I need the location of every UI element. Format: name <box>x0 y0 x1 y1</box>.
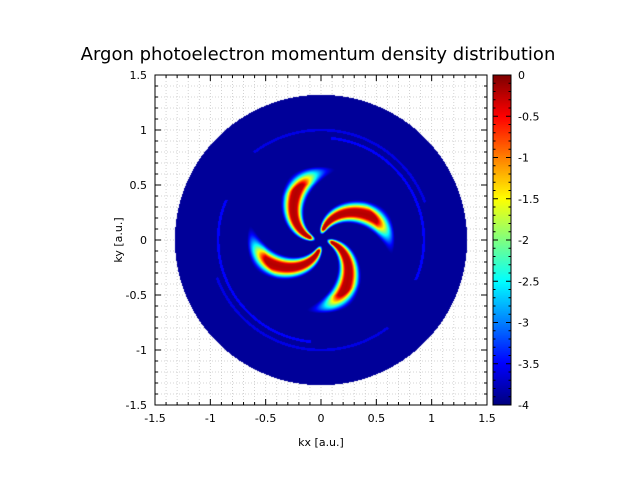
x-axis-label: kx [a.u.] <box>298 436 344 449</box>
y-tick-label: 0 <box>140 234 147 247</box>
heatmap <box>155 75 487 405</box>
plot-area: -1.5 -1 -0.5 0 0.5 1 1.5 -1.5 -1 -0.5 0 0.5 1 1.5 <box>126 69 496 425</box>
colorbar-tick-label: -0.5 <box>518 110 539 123</box>
x-tick-label: -1 <box>205 412 216 425</box>
y-tick-label: 0.5 <box>130 179 148 192</box>
x-tick-label: 1.5 <box>478 412 496 425</box>
x-tick-label: 1 <box>428 412 435 425</box>
colorbar-tick-label: -1.5 <box>518 193 539 206</box>
x-axis: -1.5 -1 -0.5 0 0.5 1 1.5 <box>144 75 496 425</box>
y-axis-label: ky [a.u.] <box>112 217 125 262</box>
colorbar-tick-label: -4 <box>518 399 529 412</box>
colorbar-tick-label: 0 <box>518 69 525 82</box>
x-tick-label: 0 <box>318 412 325 425</box>
colorbar-ticks: 0 -0.5 -1 -1.5 -2 -2.5 -3 -3.5 -4 <box>493 69 539 412</box>
colorbar-tick-label: -1 <box>518 152 529 165</box>
colorbar-tick-label: -2.5 <box>518 275 539 288</box>
x-tick-label: -0.5 <box>255 412 276 425</box>
colorbar-tick-label: -2 <box>518 234 529 247</box>
y-tick-label: -1.5 <box>126 399 147 412</box>
y-tick-label: -1 <box>136 344 147 357</box>
y-tick-label: 1 <box>140 124 147 137</box>
colorbar-tick-label: -3.5 <box>518 358 539 371</box>
y-axis: -1.5 -1 -0.5 0 0.5 1 1.5 <box>126 69 487 412</box>
colorbar: 0 -0.5 -1 -1.5 -2 -2.5 -3 -3.5 -4 <box>492 69 539 412</box>
y-tick-label: -0.5 <box>126 289 147 302</box>
x-tick-label: 0.5 <box>368 412 386 425</box>
y-tick-label: 1.5 <box>130 69 148 82</box>
x-tick-label: -1.5 <box>144 412 165 425</box>
colorbar-tick-label: -3 <box>518 317 529 330</box>
chart-title: Argon photoelectron momentum density dis… <box>81 44 556 65</box>
